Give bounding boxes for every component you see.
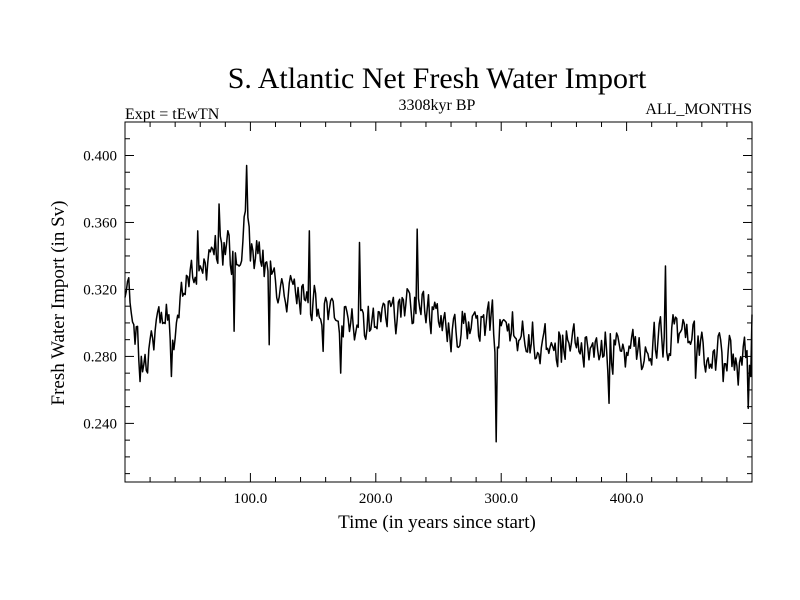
y-tick-label: 0.400: [83, 148, 117, 164]
period-label: 3308kyr BP: [399, 97, 476, 114]
y-tick-label: 0.240: [83, 416, 117, 432]
months-label: ALL_MONTHS: [645, 101, 752, 118]
y-tick-label: 0.320: [83, 282, 117, 298]
x-tick-label: 100.0: [234, 491, 268, 507]
y-axis-label: Fresh Water Import (in Sv): [48, 201, 69, 406]
experiment-label: Expt = tEwTN: [125, 106, 220, 123]
x-tick-label: 400.0: [610, 491, 644, 507]
series-layer: [124, 164, 753, 443]
plot-frame: [124, 121, 753, 483]
series-line: [124, 164, 753, 443]
axes: 100.0 200.0 300.0 400.0 0.240 0.280 0.320 0.360…: [83, 122, 752, 507]
chart-title: S. Atlantic Net Fresh Water Import: [228, 62, 647, 95]
x-tick-label: 200.0: [359, 491, 393, 507]
y-tick-label: 0.360: [83, 215, 117, 231]
y-tick-label: 0.280: [83, 349, 117, 365]
x-tick-label: 300.0: [484, 491, 518, 507]
x-axis-label: Time (in years since start): [338, 512, 536, 533]
